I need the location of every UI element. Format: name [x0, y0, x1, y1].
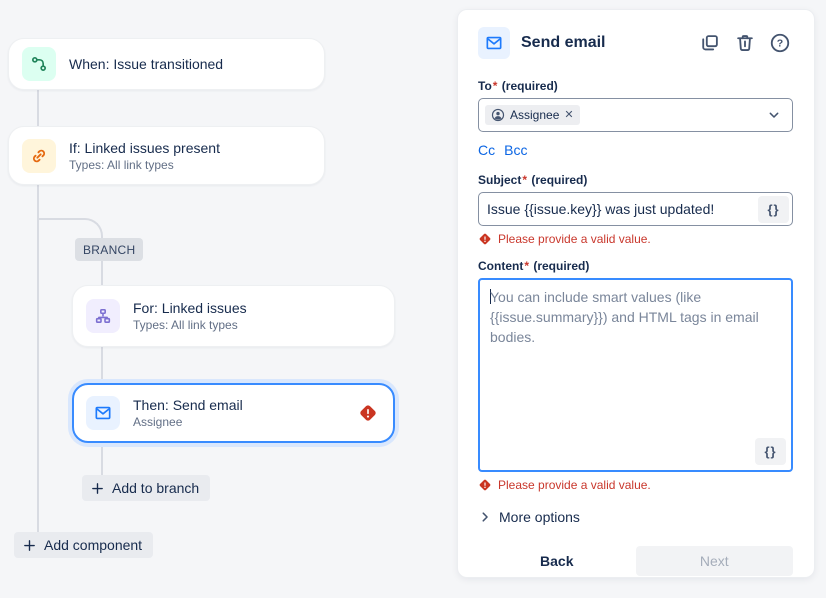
node-then-send-email[interactable]: Then: Send email Assignee: [72, 383, 395, 443]
node-title: If: Linked issues present: [69, 139, 220, 156]
content-placeholder: You can include smart values (like {{iss…: [490, 289, 759, 345]
svg-text:?: ?: [777, 38, 783, 50]
smart-value-button[interactable]: {}: [758, 195, 789, 223]
cc-link[interactable]: Cc: [478, 142, 496, 158]
plus-icon: [90, 481, 105, 496]
error-diamond-icon: [357, 402, 379, 424]
subject-error: Please provide a valid value.: [478, 232, 793, 246]
panel-header: Send email ?: [478, 27, 793, 59]
hierarchy-icon: [86, 299, 120, 333]
connector-trunk-line: [37, 90, 39, 532]
chip-remove-icon[interactable]: ✕: [564, 108, 574, 121]
node-title: When: Issue transitioned: [69, 56, 224, 72]
subject-field-label: Subject* (required): [478, 173, 588, 187]
recipient-chip[interactable]: Assignee ✕: [485, 105, 580, 125]
required-asterisk: *: [492, 79, 498, 93]
to-recipient-select[interactable]: Assignee ✕: [478, 98, 793, 132]
panel-title: Send email: [521, 34, 606, 51]
subject-error-text: Please provide a valid value.: [498, 232, 651, 246]
content-error-text: Please provide a valid value.: [498, 478, 651, 492]
add-component-label: Add component: [44, 537, 143, 553]
plus-icon: [22, 538, 37, 553]
add-to-branch-button[interactable]: Add to branch: [82, 475, 211, 501]
connector-branch-line: [37, 218, 103, 477]
node-title: Then: Send email: [133, 397, 243, 413]
subject-input[interactable]: [479, 201, 758, 217]
required-asterisk: *: [524, 259, 529, 273]
subject-input-wrap: {}: [478, 192, 793, 226]
text-cursor: [490, 289, 491, 304]
node-when-issue-transitioned[interactable]: When: Issue transitioned: [8, 38, 325, 90]
branch-label-badge: BRANCH: [75, 238, 144, 261]
more-options-label: More options: [499, 509, 580, 525]
back-button[interactable]: Back: [530, 547, 583, 575]
error-diamond-icon: [478, 478, 492, 492]
content-textarea[interactable]: You can include smart values (like {{iss…: [478, 278, 793, 472]
smart-value-button[interactable]: {}: [755, 438, 786, 465]
content-field-label: Content* (required): [478, 259, 590, 273]
node-subtitle: Assignee: [133, 415, 183, 429]
node-subtitle: Types: All link types: [133, 318, 238, 332]
chevron-down-icon: [766, 107, 782, 123]
add-component-button[interactable]: Add component: [14, 532, 154, 558]
node-subtitle: Types: All link types: [69, 157, 174, 172]
help-icon: ?: [770, 33, 790, 53]
more-options-toggle[interactable]: More options: [478, 509, 793, 525]
link-icon: [22, 138, 56, 173]
help-button[interactable]: ?: [767, 30, 793, 56]
recipient-chip-label: Assignee: [510, 108, 560, 122]
email-icon: [86, 396, 120, 430]
avatar-icon: [491, 108, 505, 122]
panel-footer: Back Next: [478, 546, 793, 576]
add-to-branch-label: Add to branch: [112, 480, 200, 496]
send-email-config-panel: Send email ?: [458, 10, 814, 577]
chevron-right-icon: [478, 510, 492, 524]
node-for-linked-issues[interactable]: For: Linked issues Types: All link types: [72, 285, 395, 347]
delete-button[interactable]: [732, 30, 758, 56]
transition-icon: [22, 47, 56, 81]
email-icon: [478, 27, 510, 59]
content-error: Please provide a valid value.: [478, 478, 793, 492]
next-button[interactable]: Next: [635, 546, 793, 576]
node-title: For: Linked issues: [133, 300, 247, 316]
bcc-link[interactable]: Bcc: [504, 142, 528, 158]
required-asterisk: *: [522, 173, 528, 187]
error-diamond-icon: [478, 232, 492, 246]
to-field-label: To* (required): [478, 79, 558, 93]
node-if-linked-issues-present[interactable]: If: Linked issues present Types: All lin…: [8, 126, 325, 185]
duplicate-button[interactable]: [697, 30, 723, 56]
trash-icon: [737, 35, 753, 51]
duplicate-icon: [702, 35, 718, 51]
